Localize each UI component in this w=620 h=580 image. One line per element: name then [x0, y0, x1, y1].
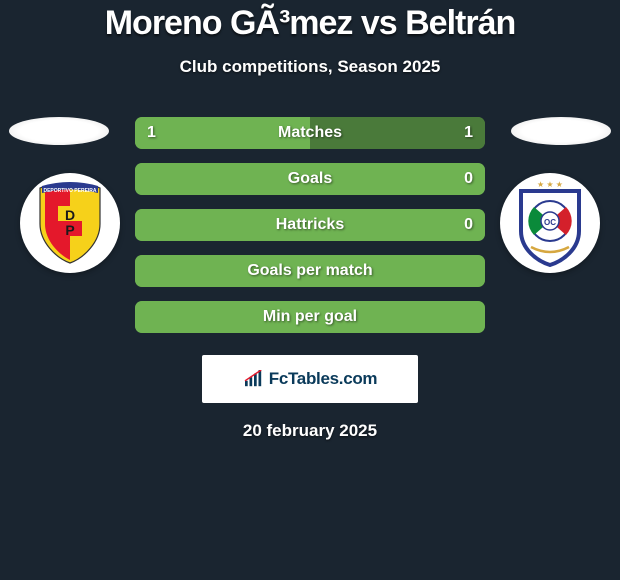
stat-label: Hattricks: [276, 216, 344, 234]
svg-text:D: D: [65, 207, 75, 223]
stat-value-right: 0: [464, 216, 473, 234]
stat-row: Min per goal: [135, 301, 485, 333]
club-badge-left: DEPORTIVO PEREIRA D P: [20, 173, 120, 273]
svg-text:★ ★ ★: ★ ★ ★: [537, 180, 563, 189]
stat-row: Hattricks 0: [135, 209, 485, 241]
bars-icon: [243, 370, 265, 388]
stat-value-left: 1: [147, 124, 156, 142]
subtitle: Club competitions, Season 2025: [0, 57, 620, 77]
content: DEPORTIVO PEREIRA D P ★ ★ ★ OC Matches 1 1…: [0, 117, 620, 441]
club-shield-left-icon: DEPORTIVO PEREIRA D P: [32, 180, 108, 266]
stat-label: Goals per match: [247, 262, 372, 280]
stat-value-right: 1: [464, 124, 473, 142]
club-shield-right-icon: ★ ★ ★ OC: [511, 179, 589, 267]
player-left-oval: [9, 117, 109, 145]
stat-row: Goals 0: [135, 163, 485, 195]
page-title: Moreno GÃ³mez vs Beltrán: [0, 0, 620, 43]
svg-text:DEPORTIVO PEREIRA: DEPORTIVO PEREIRA: [43, 188, 96, 194]
branding-box: FcTables.com: [202, 355, 418, 403]
stat-row: Matches 1 1: [135, 117, 485, 149]
stat-value-right: 0: [464, 170, 473, 188]
stat-label: Matches: [278, 124, 342, 142]
club-badge-right: ★ ★ ★ OC: [500, 173, 600, 273]
player-right-oval: [511, 117, 611, 145]
branding-text: FcTables.com: [269, 369, 378, 389]
svg-text:OC: OC: [544, 218, 556, 227]
stat-label: Min per goal: [263, 308, 357, 326]
svg-text:P: P: [65, 222, 74, 238]
stat-row: Goals per match: [135, 255, 485, 287]
date-text: 20 february 2025: [0, 421, 620, 441]
stat-label: Goals: [288, 170, 332, 188]
stats-container: Matches 1 1 Goals 0 Hattricks 0 Goals per match…: [135, 117, 485, 333]
